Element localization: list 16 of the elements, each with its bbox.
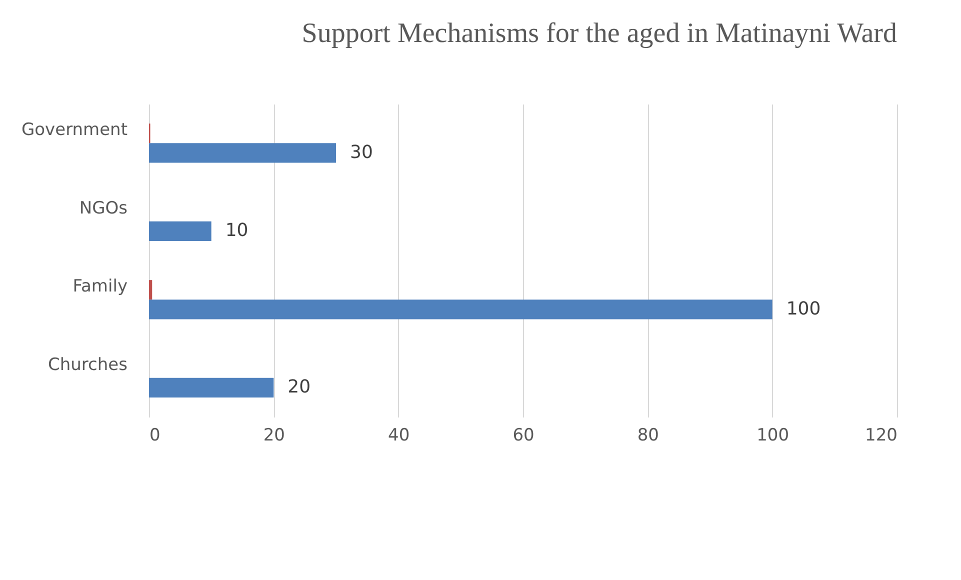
x-tick-label: 40	[388, 426, 410, 446]
x-tick-label: 0	[150, 426, 160, 446]
data-label: 30	[350, 142, 373, 163]
data-label: 20	[288, 376, 311, 398]
data-label: 10	[225, 220, 248, 242]
x-tick-label: 20	[263, 426, 285, 446]
chart-title: Support Mechanisms for the aged in Matinayni Ward	[302, 18, 897, 49]
y-tick-label: Churches	[48, 354, 128, 375]
x-tick-label: 60	[512, 426, 534, 446]
y-tick-label: Government	[21, 120, 128, 140]
data-label: 100	[786, 298, 821, 320]
y-tick-label: Family	[72, 276, 128, 297]
x-tick-label: 100	[756, 426, 790, 446]
y-tick-label: NGOs	[79, 198, 128, 218]
x-tick-label: 120	[865, 426, 898, 446]
x-tick-label: 80	[637, 426, 659, 446]
